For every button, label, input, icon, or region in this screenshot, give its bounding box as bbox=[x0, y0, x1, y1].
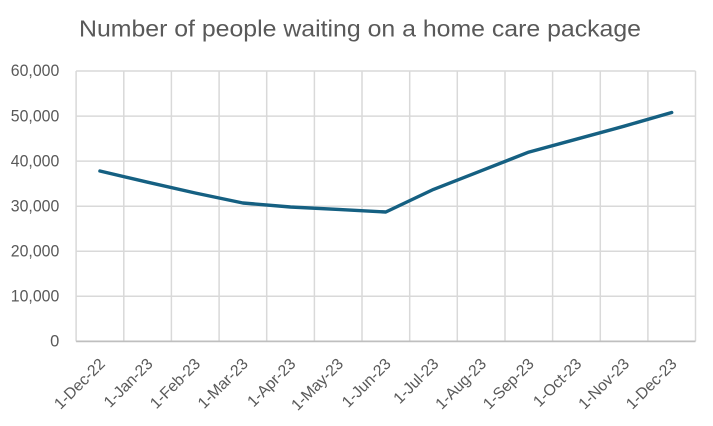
svg-text:60,000: 60,000 bbox=[11, 62, 60, 80]
svg-text:20,000: 20,000 bbox=[11, 242, 60, 260]
svg-text:50,000: 50,000 bbox=[11, 107, 60, 125]
svg-text:0: 0 bbox=[50, 333, 59, 351]
svg-text:40,000: 40,000 bbox=[11, 152, 60, 170]
svg-text:Number of people waiting on a: Number of people waiting on a home care … bbox=[79, 16, 641, 42]
svg-text:30,000: 30,000 bbox=[11, 197, 60, 215]
svg-text:10,000: 10,000 bbox=[11, 288, 60, 306]
